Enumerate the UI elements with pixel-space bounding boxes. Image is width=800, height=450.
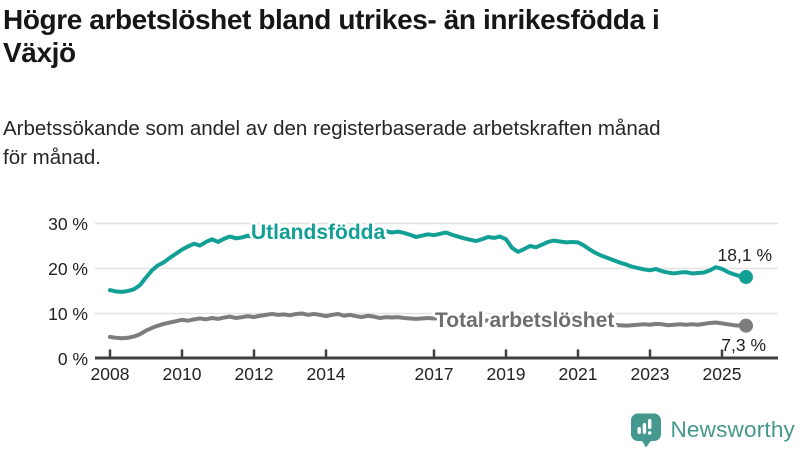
x-tick-label: 2014 xyxy=(306,364,346,384)
x-tick-label: 2008 xyxy=(90,364,130,384)
y-tick-label: 0 % xyxy=(57,348,88,369)
x-tick-label: 2012 xyxy=(234,364,274,384)
chart-subtitle-line1: Arbetssökande som andel av den registerb… xyxy=(3,117,661,140)
chart-subtitle-line2: för månad. xyxy=(3,146,101,170)
chart-subtitle: Arbetssökande som andel av den registerb… xyxy=(3,114,797,173)
page-title-line2: Växjö xyxy=(3,36,76,68)
line-series-0 xyxy=(108,226,748,294)
newsworthy-bubble-chart-icon xyxy=(630,412,662,448)
endpoint-dot-series-1 xyxy=(739,318,753,333)
x-tick-label: 2025 xyxy=(702,364,742,384)
newsworthy-logo: Newsworthy xyxy=(630,412,795,448)
x-tick-label: 2021 xyxy=(558,364,598,384)
series-label-utlandsfodda: Utlandsfödda xyxy=(251,221,386,244)
line-series-1 xyxy=(108,311,748,341)
page-title: Högre arbetslöshet bland utrikes- än inr… xyxy=(3,4,797,70)
end-value-label-utlandsfodda: 18,1 % xyxy=(717,245,772,265)
end-value-label-total: 7,3 % xyxy=(721,335,766,355)
endpoint-dot-series-0 xyxy=(739,270,753,285)
x-tick-label: 2023 xyxy=(630,364,670,384)
y-tick-label: 30 % xyxy=(48,213,88,234)
y-tick-label: 10 % xyxy=(48,303,88,324)
x-tick-label: 2017 xyxy=(414,364,454,384)
x-tick-label: 2010 xyxy=(162,364,202,384)
x-tick-label: 2019 xyxy=(486,364,526,384)
newsworthy-wordmark: Newsworthy xyxy=(670,417,795,442)
series-label-total-arbetsloshet: Total arbetslöshet xyxy=(435,309,615,332)
y-tick-label: 20 % xyxy=(48,258,88,279)
page-title-line1: Högre arbetslöshet bland utrikes- än inr… xyxy=(3,4,660,35)
